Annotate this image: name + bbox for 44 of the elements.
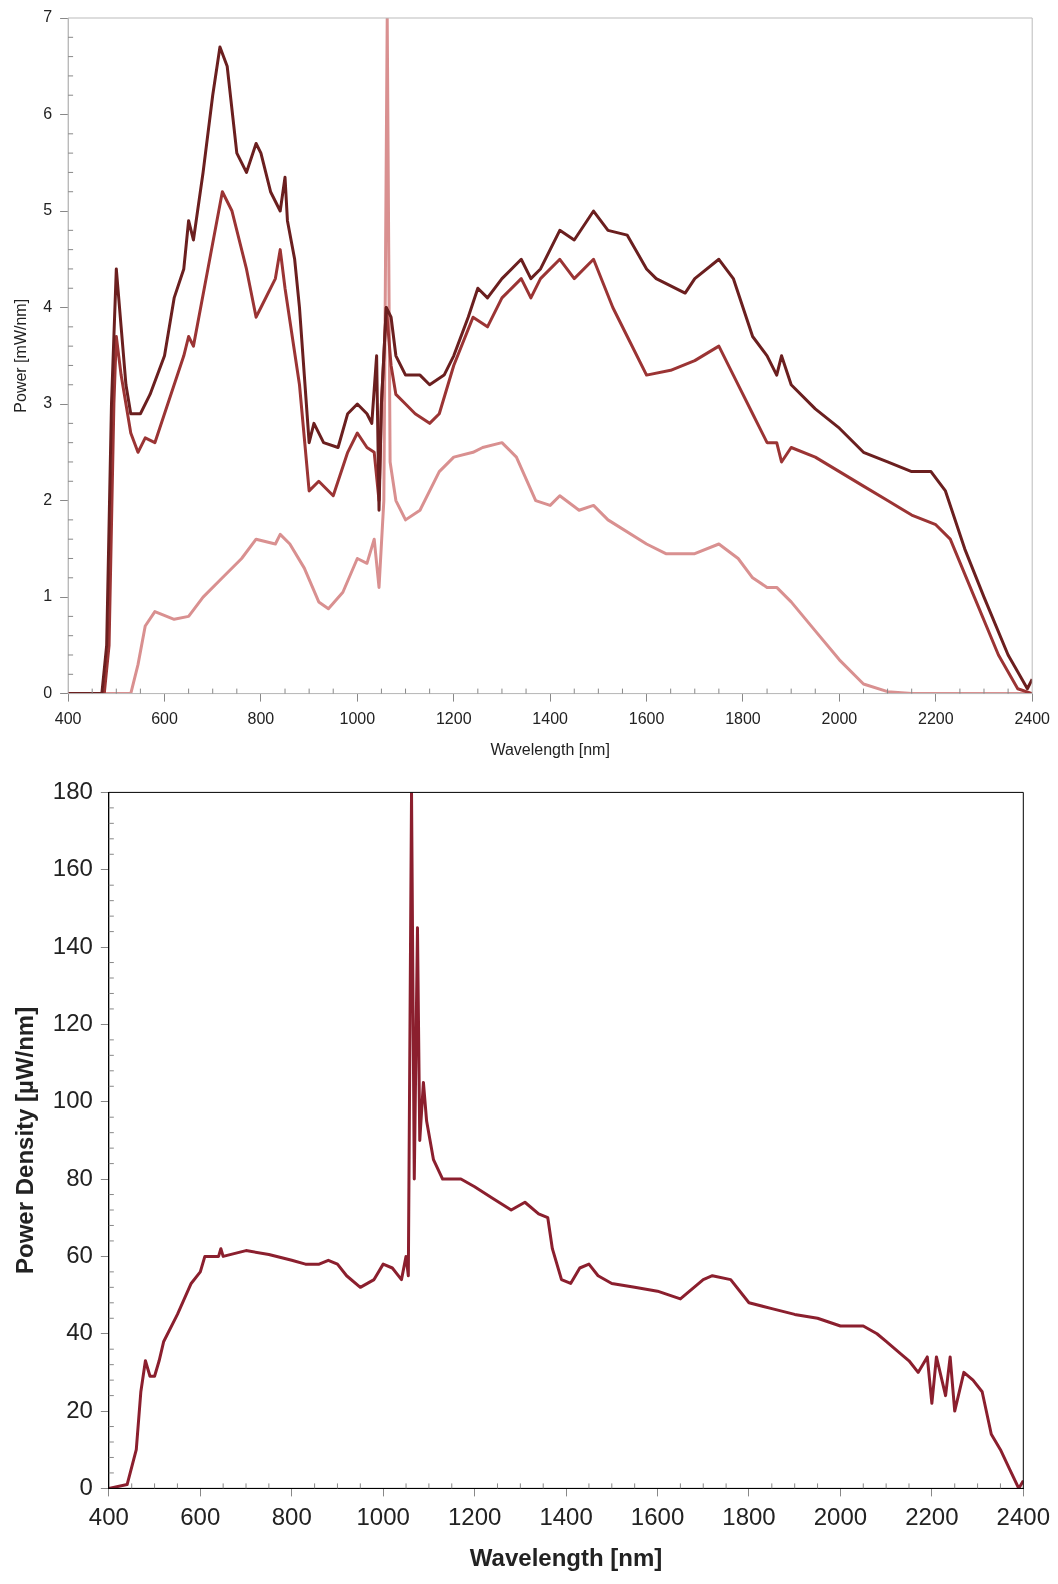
y-axis-title: Power Density [µW/nm] bbox=[11, 1006, 39, 1274]
x-tick-label: 1400 bbox=[532, 709, 569, 727]
x-tick-label: 2000 bbox=[821, 709, 858, 727]
x-tick-label: 800 bbox=[247, 709, 275, 727]
x-tick-label: 1400 bbox=[539, 1503, 593, 1531]
x-tick-label: 1200 bbox=[435, 709, 472, 727]
y-tick-label: 180 bbox=[52, 777, 93, 805]
x-tick-label: 2400 bbox=[1014, 709, 1051, 727]
x-tick-label: 400 bbox=[88, 1503, 129, 1531]
y-tick-label: 5 bbox=[43, 201, 53, 219]
y-tick-label: 7 bbox=[43, 8, 53, 26]
x-tick-label: 2400 bbox=[996, 1503, 1050, 1531]
x-tick-label: 800 bbox=[271, 1503, 312, 1531]
y-tick-label: 60 bbox=[66, 1241, 93, 1269]
y-tick-label: 80 bbox=[66, 1163, 93, 1191]
x-tick-label: 2200 bbox=[918, 709, 954, 727]
x-tick-label: 2200 bbox=[905, 1503, 959, 1531]
x-tick-label: 600 bbox=[180, 1503, 221, 1531]
x-tick-label: 1200 bbox=[447, 1503, 502, 1531]
y-tick-label: 0 bbox=[79, 1473, 93, 1501]
y-tick-label: 2 bbox=[43, 490, 53, 508]
y-tick-label: 140 bbox=[52, 931, 93, 959]
x-tick-label: 1800 bbox=[725, 709, 761, 727]
x-tick-label: 1000 bbox=[356, 1503, 410, 1531]
x-tick-label: 1600 bbox=[628, 709, 665, 727]
x-tick-label: 1800 bbox=[722, 1503, 776, 1531]
y-tick-label: 6 bbox=[43, 104, 53, 122]
y-tick-label: 4 bbox=[43, 297, 53, 315]
y-tick-label: 100 bbox=[52, 1086, 93, 1114]
x-tick-label: 1000 bbox=[339, 709, 376, 727]
x-axis-title: Wavelength [nm] bbox=[469, 1544, 663, 1572]
y-tick-label: 40 bbox=[66, 1318, 93, 1346]
x-tick-label: 1600 bbox=[630, 1503, 685, 1531]
y-axis-title: Power [mW/nm] bbox=[12, 298, 30, 413]
y-tick-label: 120 bbox=[52, 1009, 93, 1037]
y-tick-label: 160 bbox=[52, 854, 93, 882]
x-axis-title: Wavelength [nm] bbox=[490, 740, 610, 758]
x-tick-label: 2000 bbox=[813, 1503, 868, 1531]
y-tick-label: 20 bbox=[66, 1395, 93, 1423]
y-tick-label: 0 bbox=[43, 684, 53, 702]
x-tick-label: 400 bbox=[54, 709, 82, 727]
y-tick-label: 1 bbox=[43, 587, 53, 605]
x-tick-label: 600 bbox=[151, 709, 178, 727]
y-tick-label: 3 bbox=[43, 394, 53, 412]
